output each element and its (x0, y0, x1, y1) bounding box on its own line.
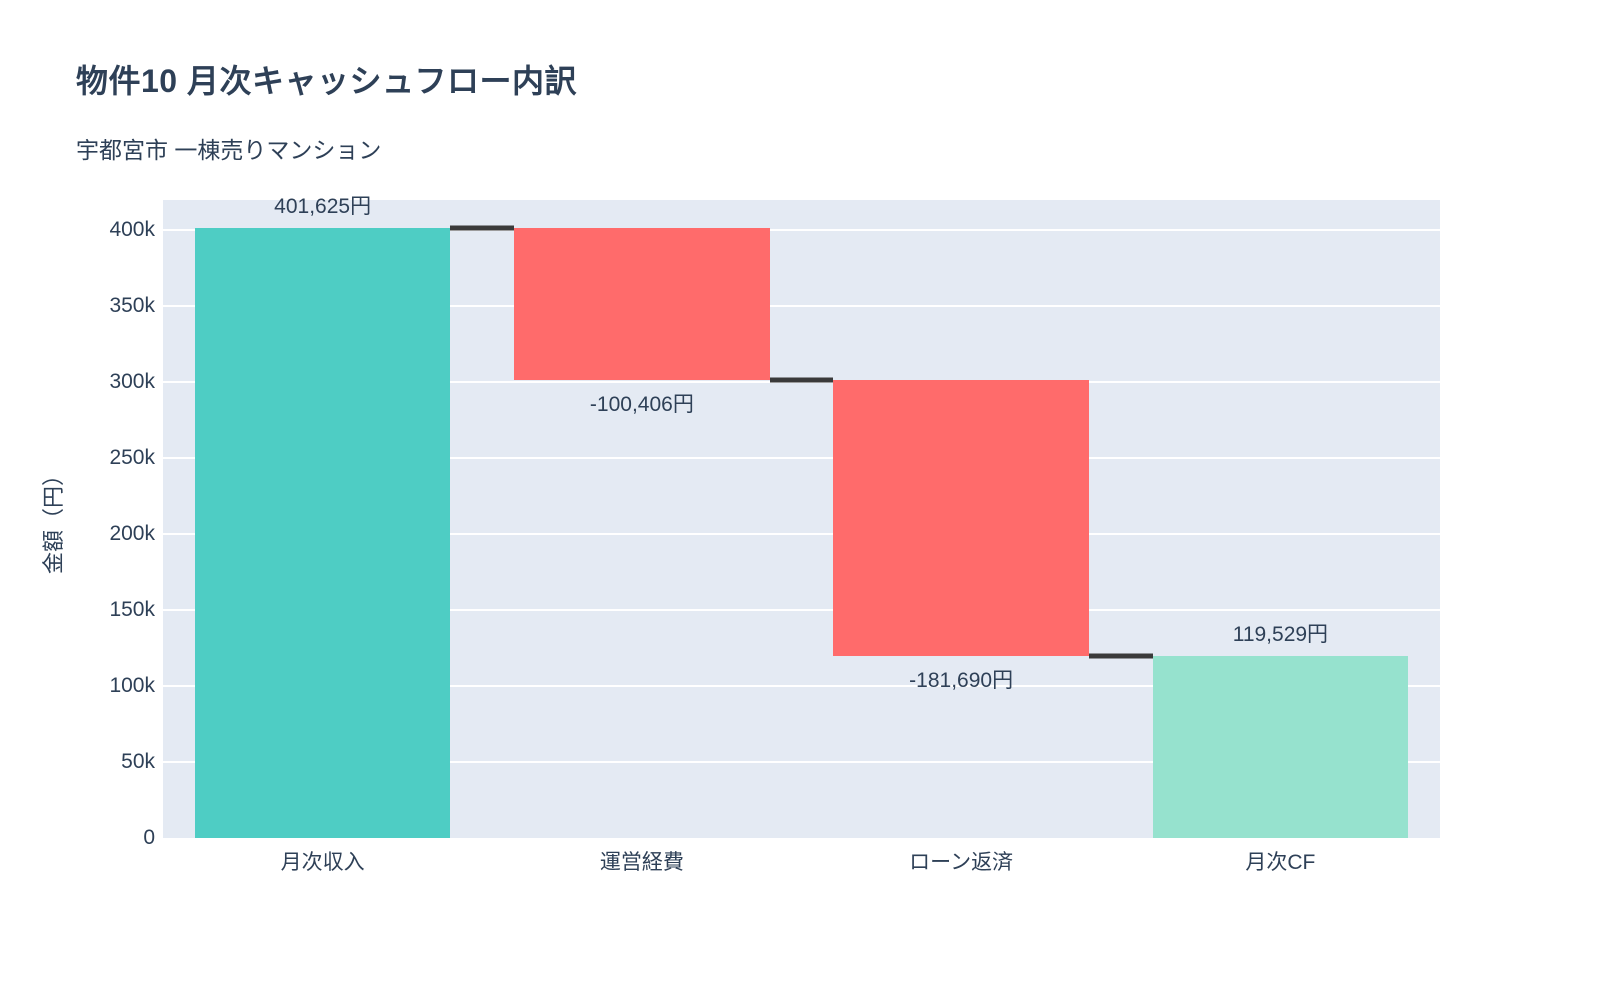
y-tick-label: 50k (121, 750, 155, 773)
y-axis-title: 金額（円） (41, 463, 66, 575)
waterfall-bar-月次収入 (194, 227, 451, 838)
connector-line (769, 377, 834, 383)
x-tick-label-月次収入: 月次収入 (280, 851, 365, 874)
bar-value-label: 401,625円 (274, 194, 372, 218)
bar-value-label: -181,690円 (909, 669, 1014, 693)
y-tick-label: 150k (109, 598, 155, 621)
x-tick-label-ローン返済: ローン返済 (909, 851, 1014, 874)
gridline (163, 457, 1440, 459)
y-tick-label: 300k (109, 370, 155, 393)
plot-area: 401,625円 -100,406円 -181,690円 119,529円 (163, 195, 1440, 838)
waterfall-bar-月次CF (1152, 656, 1409, 838)
gridline (163, 533, 1440, 535)
y-tick-label: 0 (143, 826, 155, 849)
waterfall-bar-ローン返済 (833, 380, 1089, 657)
connector-line (1088, 653, 1153, 659)
chart-subtitle: 宇都宮市 一棟売りマンション (76, 137, 382, 163)
y-tick-label: 350k (109, 294, 155, 317)
gridline (163, 609, 1440, 611)
gridline (163, 685, 1440, 687)
y-tick-label: 100k (109, 674, 155, 697)
bar-value-label: -100,406円 (589, 393, 694, 417)
gridline (163, 761, 1440, 763)
gridline (163, 305, 1440, 307)
y-tick-label: 250k (109, 446, 155, 469)
y-tick-label: 400k (109, 218, 155, 241)
gridline (163, 229, 1440, 231)
y-tick-label: 200k (109, 522, 155, 545)
x-tick-label-運営経費: 運営経費 (599, 851, 684, 874)
x-tick-label-月次CF: 月次CF (1245, 851, 1316, 874)
bar-value-label: 119,529円 (1232, 623, 1329, 647)
waterfall-bar-運営経費 (514, 227, 770, 381)
connector-line (450, 225, 515, 231)
chart-title: 物件10 月次キャッシュフロー内訳 (76, 63, 577, 99)
